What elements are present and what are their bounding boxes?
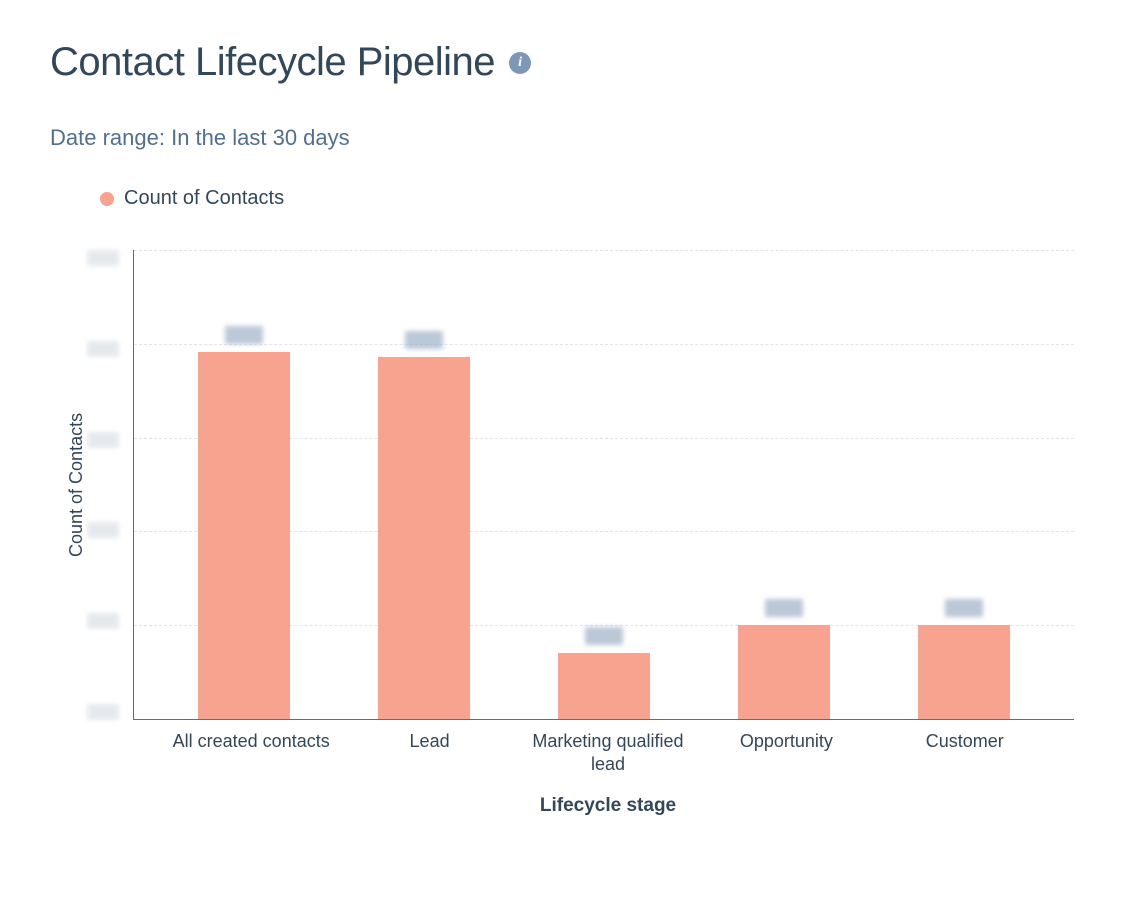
y-tick-obscured [87, 522, 119, 538]
chart-bars [134, 250, 1074, 719]
header-row: Contact Lifecycle Pipeline i [50, 40, 1074, 85]
x-axis-title: Lifecycle stage [142, 795, 1074, 817]
chart-legend: Count of Contacts [100, 187, 1074, 210]
bar[interactable] [378, 357, 470, 719]
bar-value-obscured [405, 331, 443, 349]
bar-group [524, 627, 684, 719]
bar-value-obscured [945, 599, 983, 617]
bar-value-obscured [765, 599, 803, 617]
y-tick-obscured [87, 704, 119, 720]
bar[interactable] [918, 625, 1010, 719]
bar[interactable] [198, 352, 290, 719]
y-tick-obscured [87, 250, 119, 266]
x-tick-label: All created contacts [171, 730, 331, 777]
y-axis-ticks [87, 250, 133, 720]
legend-dot-icon [100, 192, 114, 206]
y-axis-label: Count of Contacts [60, 250, 87, 720]
bar-group [164, 326, 324, 719]
y-tick-obscured [87, 341, 119, 357]
bar-value-obscured [585, 627, 623, 645]
chart-plot-area [133, 250, 1074, 720]
date-range-label: Date range: In the last 30 days [50, 125, 1074, 151]
legend-label: Count of Contacts [124, 187, 284, 210]
page-title: Contact Lifecycle Pipeline [50, 40, 495, 85]
bar-group [344, 331, 504, 719]
x-tick-label: Marketing qualified lead [528, 730, 688, 777]
x-tick-label: Customer [885, 730, 1045, 777]
y-tick-obscured [87, 613, 119, 629]
chart-container: Count of Contacts [60, 250, 1074, 720]
bar-group [704, 599, 864, 719]
info-icon[interactable]: i [509, 52, 531, 74]
x-tick-label: Opportunity [706, 730, 866, 777]
bar[interactable] [738, 625, 830, 719]
y-tick-obscured [87, 432, 119, 448]
bar-group [884, 599, 1044, 719]
bar[interactable] [558, 653, 650, 719]
x-axis-labels: All created contacts Lead Marketing qualif… [142, 720, 1074, 777]
x-tick-label: Lead [350, 730, 510, 777]
bar-value-obscured [225, 326, 263, 344]
